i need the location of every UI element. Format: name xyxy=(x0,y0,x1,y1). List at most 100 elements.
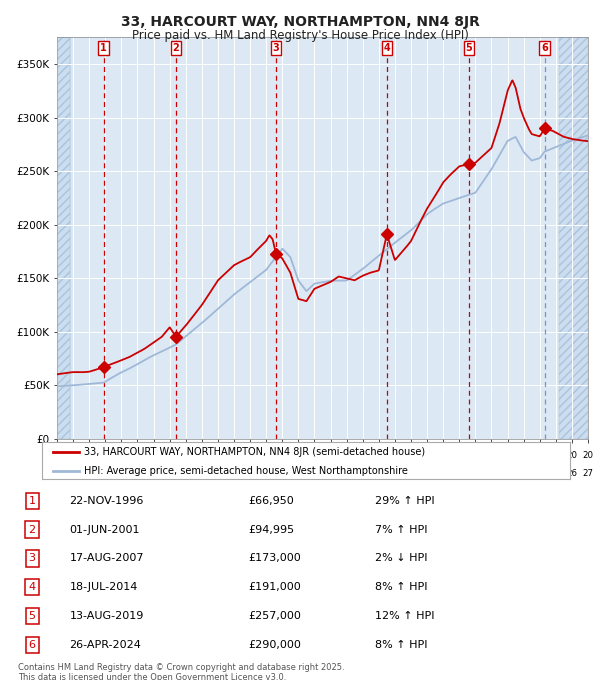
Text: 20: 20 xyxy=(470,469,481,477)
Text: 8% ↑ HPI: 8% ↑ HPI xyxy=(375,582,427,592)
Text: 04: 04 xyxy=(212,469,223,477)
Text: 17-AUG-2007: 17-AUG-2007 xyxy=(70,554,144,564)
Text: £191,000: £191,000 xyxy=(248,582,301,592)
Text: 19: 19 xyxy=(84,452,95,460)
Text: HPI: Average price, semi-detached house, West Northamptonshire: HPI: Average price, semi-detached house,… xyxy=(84,466,408,476)
Text: 20: 20 xyxy=(454,452,465,460)
Text: 2: 2 xyxy=(173,44,179,54)
Text: 20: 20 xyxy=(148,452,159,460)
Text: 33, HARCOURT WAY, NORTHAMPTON, NN4 8JR: 33, HARCOURT WAY, NORTHAMPTON, NN4 8JR xyxy=(121,15,479,29)
Text: 20: 20 xyxy=(583,452,593,460)
Text: Contains HM Land Registry data © Crown copyright and database right 2025.
This d: Contains HM Land Registry data © Crown c… xyxy=(18,663,344,680)
Text: 4: 4 xyxy=(383,44,390,54)
Text: 10: 10 xyxy=(309,469,320,477)
Text: 20: 20 xyxy=(357,452,368,460)
Text: 7% ↑ HPI: 7% ↑ HPI xyxy=(375,524,427,534)
Text: 2% ↓ HPI: 2% ↓ HPI xyxy=(375,554,427,564)
Text: 20: 20 xyxy=(164,452,175,460)
Text: 20: 20 xyxy=(277,452,288,460)
Text: £290,000: £290,000 xyxy=(248,640,301,650)
Text: 8% ↑ HPI: 8% ↑ HPI xyxy=(375,640,427,650)
Text: 96: 96 xyxy=(84,469,95,477)
Text: 20: 20 xyxy=(550,452,562,460)
Text: 20: 20 xyxy=(486,452,497,460)
Text: 94: 94 xyxy=(52,469,62,477)
Text: 20: 20 xyxy=(212,452,223,460)
Text: 03: 03 xyxy=(196,469,208,477)
Text: 5: 5 xyxy=(466,44,472,54)
Text: 00: 00 xyxy=(148,469,159,477)
Text: 19: 19 xyxy=(68,452,79,460)
Bar xyxy=(559,37,588,439)
Text: 09: 09 xyxy=(293,469,304,477)
Text: 13-AUG-2019: 13-AUG-2019 xyxy=(70,611,144,622)
Text: 05: 05 xyxy=(229,469,239,477)
Text: 19: 19 xyxy=(454,469,465,477)
Text: £257,000: £257,000 xyxy=(248,611,301,622)
Text: 20: 20 xyxy=(534,452,545,460)
Text: 20: 20 xyxy=(422,452,433,460)
Text: 99: 99 xyxy=(132,469,143,477)
Text: 19: 19 xyxy=(52,452,62,460)
Text: 18: 18 xyxy=(437,469,449,477)
Bar xyxy=(559,37,588,439)
Text: 95: 95 xyxy=(68,469,79,477)
Text: 26-APR-2024: 26-APR-2024 xyxy=(70,640,142,650)
Text: 11: 11 xyxy=(325,469,336,477)
Text: 20: 20 xyxy=(245,452,256,460)
Text: 20: 20 xyxy=(373,452,385,460)
Text: 20: 20 xyxy=(293,452,304,460)
Bar xyxy=(57,37,70,439)
Text: 20: 20 xyxy=(309,452,320,460)
Text: 08: 08 xyxy=(277,469,288,477)
Text: 98: 98 xyxy=(116,469,127,477)
Text: 02: 02 xyxy=(180,469,191,477)
Text: 20: 20 xyxy=(406,452,416,460)
Text: 5: 5 xyxy=(29,611,35,622)
Text: 15: 15 xyxy=(389,469,400,477)
Text: 20: 20 xyxy=(470,452,481,460)
Text: 23: 23 xyxy=(518,469,529,477)
Text: 97: 97 xyxy=(100,469,111,477)
Text: 16: 16 xyxy=(406,469,416,477)
Text: 20: 20 xyxy=(437,452,449,460)
Text: 18-JUL-2014: 18-JUL-2014 xyxy=(70,582,138,592)
Text: 12: 12 xyxy=(341,469,352,477)
Text: 20: 20 xyxy=(260,452,272,460)
Text: 20: 20 xyxy=(502,452,513,460)
Text: 6: 6 xyxy=(29,640,35,650)
Text: 20: 20 xyxy=(341,452,352,460)
Text: 19: 19 xyxy=(132,452,143,460)
Text: 25: 25 xyxy=(550,469,562,477)
Text: 01-JUN-2001: 01-JUN-2001 xyxy=(70,524,140,534)
Text: 20: 20 xyxy=(180,452,191,460)
Text: 3: 3 xyxy=(29,554,35,564)
Text: 3: 3 xyxy=(272,44,279,54)
Bar xyxy=(57,37,70,439)
Text: 19: 19 xyxy=(100,452,111,460)
Text: 17: 17 xyxy=(422,469,433,477)
Text: 2: 2 xyxy=(29,524,36,534)
Text: 13: 13 xyxy=(357,469,368,477)
Text: 12% ↑ HPI: 12% ↑ HPI xyxy=(375,611,434,622)
Text: 6: 6 xyxy=(541,44,548,54)
Text: £173,000: £173,000 xyxy=(248,554,301,564)
Text: 27: 27 xyxy=(583,469,593,477)
Text: 20: 20 xyxy=(229,452,239,460)
Text: 06: 06 xyxy=(245,469,256,477)
Text: 22-NOV-1996: 22-NOV-1996 xyxy=(70,496,144,506)
Text: Price paid vs. HM Land Registry's House Price Index (HPI): Price paid vs. HM Land Registry's House … xyxy=(131,29,469,41)
Text: 29% ↑ HPI: 29% ↑ HPI xyxy=(375,496,434,506)
Text: 19: 19 xyxy=(116,452,127,460)
Text: 07: 07 xyxy=(260,469,272,477)
Text: 33, HARCOURT WAY, NORTHAMPTON, NN4 8JR (semi-detached house): 33, HARCOURT WAY, NORTHAMPTON, NN4 8JR (… xyxy=(84,447,425,458)
Text: 22: 22 xyxy=(502,469,513,477)
Text: 24: 24 xyxy=(534,469,545,477)
Text: £94,995: £94,995 xyxy=(248,524,294,534)
Text: 14: 14 xyxy=(373,469,385,477)
Text: 20: 20 xyxy=(389,452,400,460)
Text: 20: 20 xyxy=(325,452,336,460)
Text: 20: 20 xyxy=(196,452,208,460)
Text: 1: 1 xyxy=(100,44,107,54)
Text: 01: 01 xyxy=(164,469,175,477)
